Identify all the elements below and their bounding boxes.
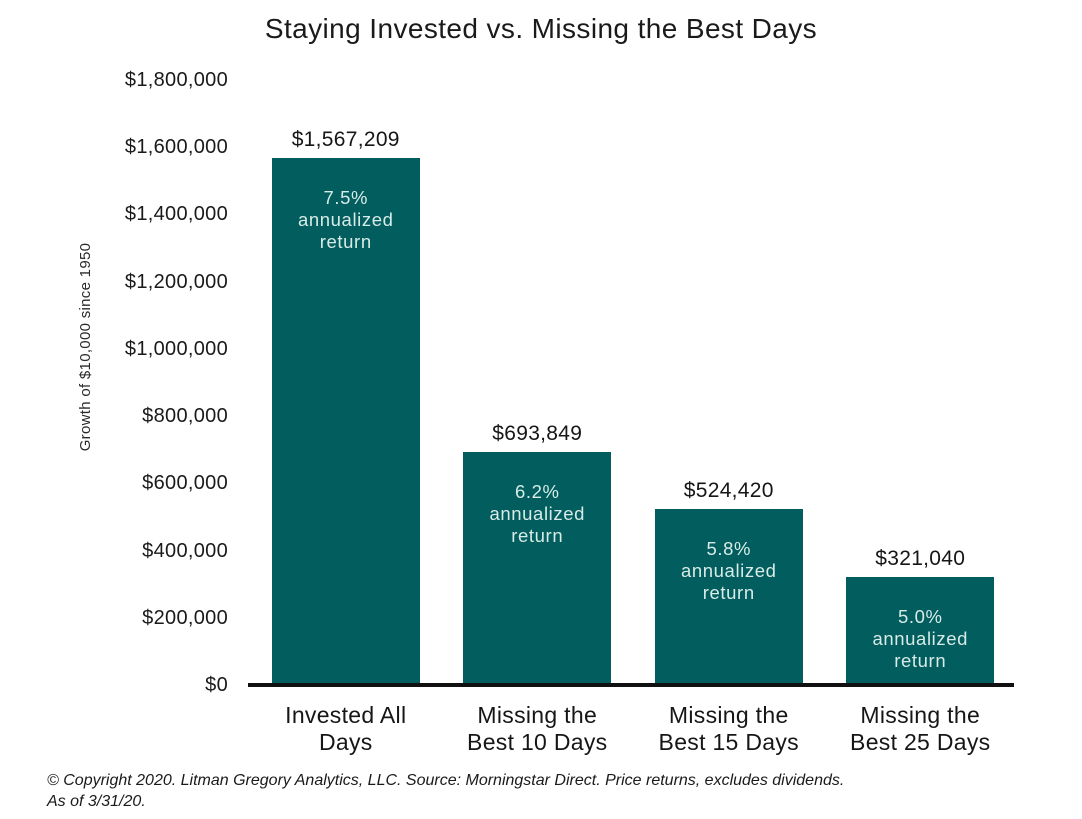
y-tick-label: $1,400,000 (124, 203, 228, 226)
source-note: © Copyright 2020. Litman Gregory Analyti… (47, 770, 1027, 812)
bar (654, 508, 803, 685)
x-axis-label: Missing the Best 25 Days (850, 702, 991, 755)
bar (463, 451, 612, 685)
bar (846, 577, 995, 685)
y-tick-label: $800,000 (142, 405, 228, 428)
bar-annotation: 7.5% annualized return (298, 187, 394, 253)
x-axis-line (248, 683, 1014, 687)
bar-annotation: 6.2% annualized return (489, 480, 585, 546)
bar-annotation: 5.0% annualized return (872, 606, 968, 672)
x-axis-label: Missing the Best 10 Days (467, 702, 608, 755)
y-tick-label: $1,000,000 (124, 337, 228, 360)
y-tick-label: $1,800,000 (124, 69, 228, 91)
y-axis-title: Growth of $10,000 since 1950 (77, 242, 94, 452)
source-note-line2: As of 3/31/20. (47, 793, 146, 810)
y-tick-label: $1,200,000 (124, 270, 228, 293)
bar-value-label: $524,420 (683, 478, 774, 502)
y-tick-label: $400,000 (142, 539, 228, 562)
y-tick-label: $0 (205, 674, 228, 696)
chart-title: Staying Invested vs. Missing the Best Da… (264, 13, 818, 44)
x-axis-label: Missing the Best 15 Days (658, 702, 799, 755)
source-note-line1: © Copyright 2020. Litman Gregory Analyti… (47, 772, 845, 789)
y-tick-label: $1,600,000 (124, 136, 228, 159)
x-axis-label: Invested All Days (285, 702, 407, 755)
bar-value-label: $1,567,209 (291, 128, 400, 152)
bar-value-label: $321,040 (875, 547, 966, 571)
bar-annotation: 5.8% annualized return (681, 537, 777, 603)
bar (271, 158, 420, 685)
y-tick-label: $200,000 (142, 606, 228, 629)
y-tick-label: $600,000 (142, 472, 228, 495)
bar-value-label: $693,849 (492, 421, 583, 445)
